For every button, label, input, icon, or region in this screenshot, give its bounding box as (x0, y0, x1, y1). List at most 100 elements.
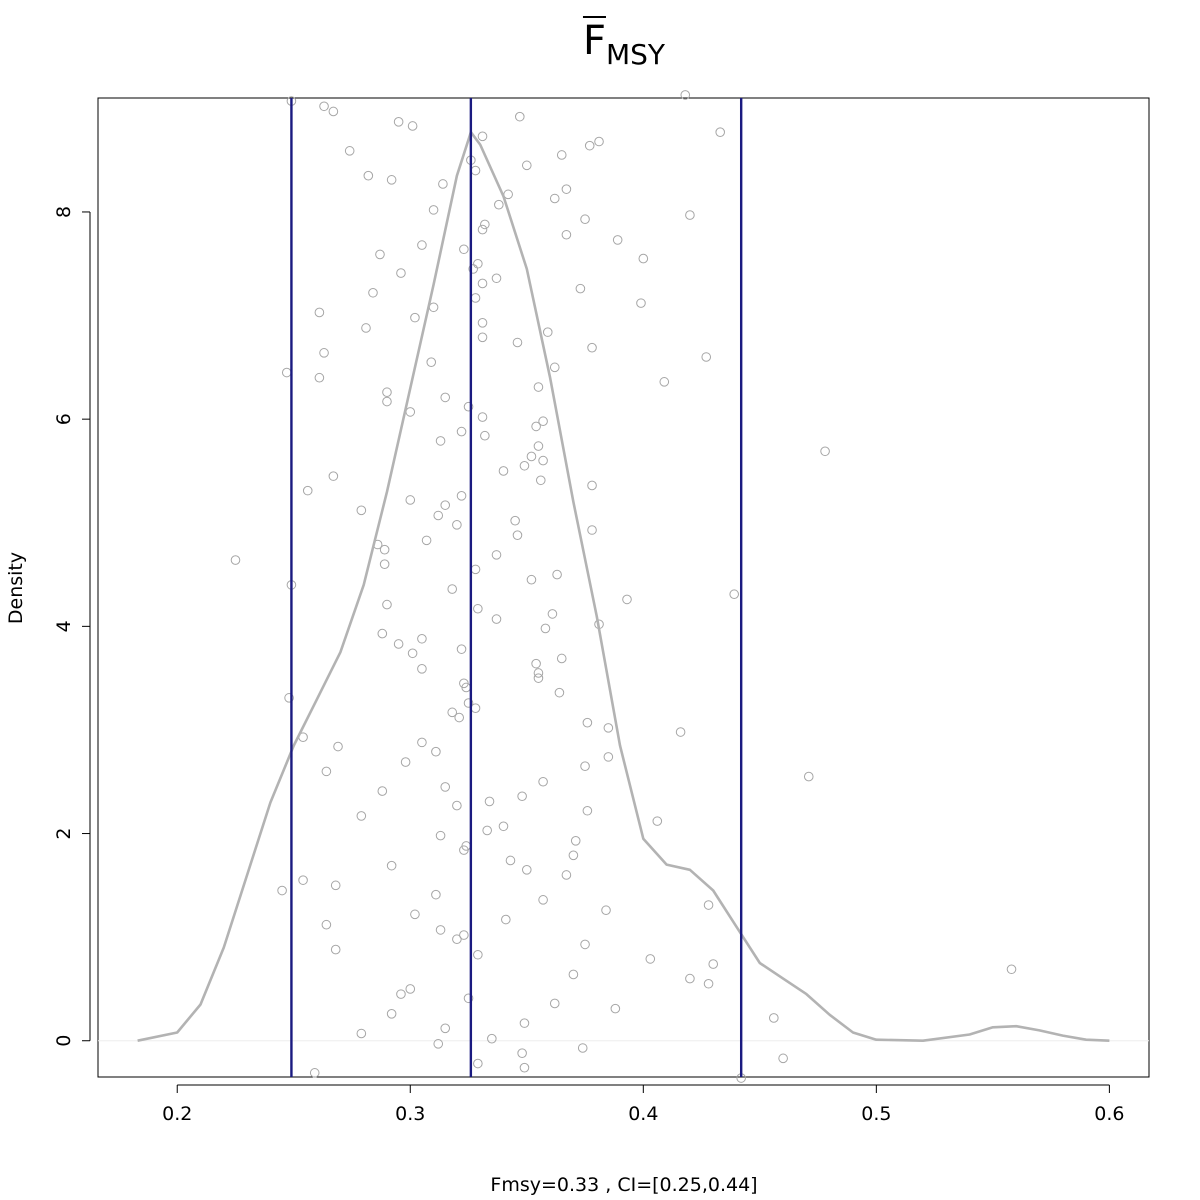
sample-point (431, 746, 441, 757)
sample-point (820, 446, 830, 457)
sample-point (393, 117, 404, 127)
sample-point (377, 628, 388, 639)
sample-point (435, 925, 446, 935)
sample-point (417, 664, 427, 674)
sample-point (382, 387, 392, 398)
sample-point (405, 984, 416, 994)
sample-point (533, 441, 544, 451)
sample-point (582, 717, 593, 728)
sample-point (314, 307, 325, 318)
sample-point (570, 835, 581, 846)
sample-point (729, 589, 739, 600)
sample-point (470, 703, 481, 713)
sample-point (594, 136, 604, 147)
sample-point (645, 954, 656, 964)
sample-point (498, 821, 509, 832)
y-axis-label: Density (5, 551, 27, 625)
sample-point (230, 555, 241, 565)
sample-point (512, 530, 523, 540)
sample-point (410, 909, 420, 920)
sample-point (517, 791, 527, 802)
sample-point (538, 895, 548, 905)
sample-point (587, 480, 597, 491)
sample-point (281, 367, 292, 378)
sample-point (438, 179, 448, 189)
sample-point (547, 609, 558, 619)
sample-point (363, 170, 374, 181)
sample-point (533, 673, 544, 683)
sample-point (622, 594, 632, 605)
sample-point (356, 811, 367, 821)
sample-point (498, 466, 509, 476)
sample-point (540, 623, 551, 634)
sample-point (417, 633, 427, 644)
sample-point (377, 786, 388, 796)
sample-point (1006, 964, 1017, 975)
sample-point (652, 816, 663, 826)
sample-point (321, 766, 332, 777)
sample-point (440, 782, 451, 792)
sample-point (452, 800, 462, 811)
chart-title-main: F (582, 18, 606, 64)
sample-point (778, 1053, 788, 1064)
sample-point (519, 1062, 530, 1073)
sample-point (382, 599, 392, 610)
sample-point (447, 584, 458, 594)
sample-point (456, 644, 467, 654)
sample-point (505, 855, 516, 866)
sample-point (328, 471, 339, 481)
sample-point (428, 302, 439, 313)
sample-point (510, 515, 520, 526)
y-tick-label: 0 (53, 1035, 75, 1047)
sample-point (456, 491, 467, 501)
sample-point (407, 648, 418, 659)
sample-point (410, 312, 420, 323)
sample-point (368, 287, 378, 298)
sample-point (526, 451, 537, 462)
sample-point (612, 235, 623, 245)
sample-point (538, 776, 548, 787)
sample-point (552, 569, 562, 580)
sample-point (584, 140, 595, 151)
sample-point (501, 914, 511, 925)
sample-point (435, 436, 446, 446)
sample-point (426, 357, 437, 367)
sample-point (433, 1039, 444, 1049)
sample-point (561, 870, 572, 880)
sample-point (407, 121, 418, 131)
sample-point (463, 401, 474, 412)
sample-point (487, 1033, 497, 1044)
sample-point (477, 224, 488, 235)
axes-layer: 0.2 0.3 0.4 0.5 0.6 0 2 4 6 8 (53, 206, 1124, 1125)
x-tick-label: 0.6 (1094, 1103, 1124, 1125)
sample-point (482, 825, 492, 836)
sample-point (319, 348, 329, 358)
y-tick-label: 6 (53, 413, 75, 425)
sample-point (328, 106, 339, 117)
sample-point (379, 544, 390, 555)
sample-point (580, 939, 590, 950)
density-curve (137, 130, 1110, 1042)
sample-point (521, 865, 532, 875)
sample-point (356, 505, 367, 516)
sample-point (680, 90, 691, 100)
sample-point (582, 805, 593, 816)
sample-point (284, 693, 294, 703)
sample-point (512, 337, 523, 348)
sample-point (538, 455, 548, 466)
sample-point (431, 889, 441, 900)
sample-point (473, 949, 483, 960)
y-tick-label: 2 (53, 827, 75, 839)
sample-point (477, 318, 488, 328)
sample-point (491, 273, 502, 284)
sample-point (531, 658, 541, 669)
sample-point (568, 969, 579, 980)
sample-point (803, 771, 814, 782)
sample-point (356, 1028, 367, 1039)
sample-point (459, 244, 469, 255)
sample-point (375, 249, 385, 260)
sample-point (480, 219, 490, 230)
sample-point (575, 283, 586, 294)
sample-point (452, 520, 462, 530)
